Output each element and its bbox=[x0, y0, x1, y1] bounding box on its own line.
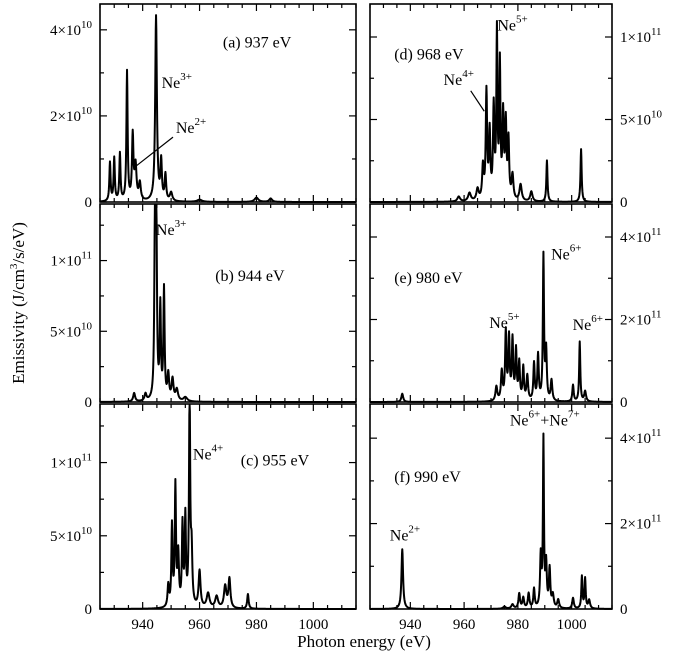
y-tick-label: 5×1010 bbox=[620, 109, 662, 129]
y-axis-label-part-1: Emissivity (J/cm bbox=[9, 269, 28, 384]
y-tick-label: 4×1011 bbox=[620, 427, 662, 447]
ion-annotation: Ne6+ bbox=[573, 313, 603, 334]
panel-frame bbox=[369, 403, 613, 610]
x-tick-label: 1000 bbox=[298, 617, 328, 633]
panel-frame bbox=[99, 203, 357, 403]
panel-d: 0 5×1010 1×1011 (d) 968 eV Ne5+ Ne4+ bbox=[369, 3, 662, 211]
annotation-pointer bbox=[470, 90, 485, 112]
panel-label: (c) 955 eV bbox=[241, 453, 310, 470]
y-tick-label: 1×1011 bbox=[50, 250, 92, 270]
x-tick-label: 980 bbox=[245, 617, 268, 633]
y-tick-label: 0 bbox=[85, 195, 93, 211]
ion-annotation: Ne5+ bbox=[497, 13, 527, 34]
y-tick-label: 1×1011 bbox=[50, 452, 92, 472]
panel-label: (f) 990 eV bbox=[394, 469, 461, 486]
panel-b: 0 5×1010 1×1011 (b) 944 eV Ne3+ bbox=[50, 203, 357, 411]
panel-label: (a) 937 eV bbox=[223, 35, 292, 52]
x-tick-label: 960 bbox=[453, 617, 476, 633]
ion-annotation: Ne4+ bbox=[193, 443, 223, 464]
panel-a: 0 2×1010 4×1010 (a) 937 eV Ne3+ Ne2+ bbox=[50, 3, 357, 211]
y-tick-label: 5×1010 bbox=[50, 525, 92, 545]
x-tick-label: 960 bbox=[188, 617, 211, 633]
y-tick-label: 2×1011 bbox=[620, 513, 662, 533]
ion-annotation: Ne2+ bbox=[176, 116, 206, 137]
x-tick-label: 940 bbox=[399, 617, 422, 633]
y-axis-label-part-2: /s/eV) bbox=[9, 222, 28, 264]
panel-e: 0 2×1011 4×1011 (e) 980 eV Ne6+ Ne5+ Ne6+ bbox=[369, 203, 662, 411]
panel-label: (d) 968 eV bbox=[394, 46, 464, 63]
y-axis-label: Emissivity (J/cm3/s/eV) bbox=[8, 222, 28, 384]
y-tick-label: 0 bbox=[620, 195, 628, 211]
y-tick-label: 5×1010 bbox=[50, 320, 92, 340]
y-tick-label: 2×1011 bbox=[620, 309, 662, 329]
panel-label: (e) 980 eV bbox=[394, 270, 463, 287]
y-axis-label-exponent: 3 bbox=[8, 263, 20, 269]
y-tick-label: 0 bbox=[620, 602, 628, 618]
y-tick-label: 1×1011 bbox=[620, 26, 662, 46]
x-tick-label: 940 bbox=[131, 617, 154, 633]
y-tick-label: 4×1011 bbox=[620, 226, 662, 246]
ion-annotation: Ne3+ bbox=[156, 218, 186, 239]
ion-annotation: Ne2+ bbox=[390, 524, 420, 545]
ion-annotation: Ne6+ bbox=[551, 243, 581, 264]
ion-annotation: Ne5+ bbox=[489, 311, 519, 332]
panel-label: (b) 944 eV bbox=[215, 268, 285, 285]
panel-f: 940 960 980 1000 0 2×1011 4×1011 (f) 990 eV Ne6+… bbox=[369, 403, 662, 633]
ion-annotation: Ne6++Ne7+ bbox=[510, 408, 580, 429]
ion-annotation: Ne4+ bbox=[444, 68, 474, 89]
panel-frame bbox=[99, 403, 357, 610]
y-tick-label: 0 bbox=[85, 395, 93, 411]
y-tick-label: 4×1010 bbox=[50, 19, 92, 39]
series-line bbox=[99, 204, 357, 403]
panel-frame bbox=[369, 203, 613, 403]
y-tick-label: 2×1010 bbox=[50, 105, 92, 125]
panel-c: 940 960 980 1000 0 5×1010 1×1011 (c) 955 eV Ne4+ bbox=[50, 403, 357, 633]
series-line bbox=[99, 404, 357, 610]
series-line bbox=[369, 432, 613, 610]
x-axis-label: Photon energy (eV) bbox=[297, 632, 431, 651]
ion-annotation: Ne3+ bbox=[162, 71, 192, 92]
y-tick-label: 0 bbox=[85, 602, 93, 618]
y-tick-label: 0 bbox=[620, 395, 628, 411]
x-tick-label: 1000 bbox=[557, 617, 587, 633]
panels-group: 0 2×1010 4×1010 (a) 937 eV Ne3+ Ne2+ 0 5×1010 1×… bbox=[50, 3, 662, 633]
annotation-pointer bbox=[133, 136, 174, 169]
x-tick-label: 980 bbox=[507, 617, 530, 633]
